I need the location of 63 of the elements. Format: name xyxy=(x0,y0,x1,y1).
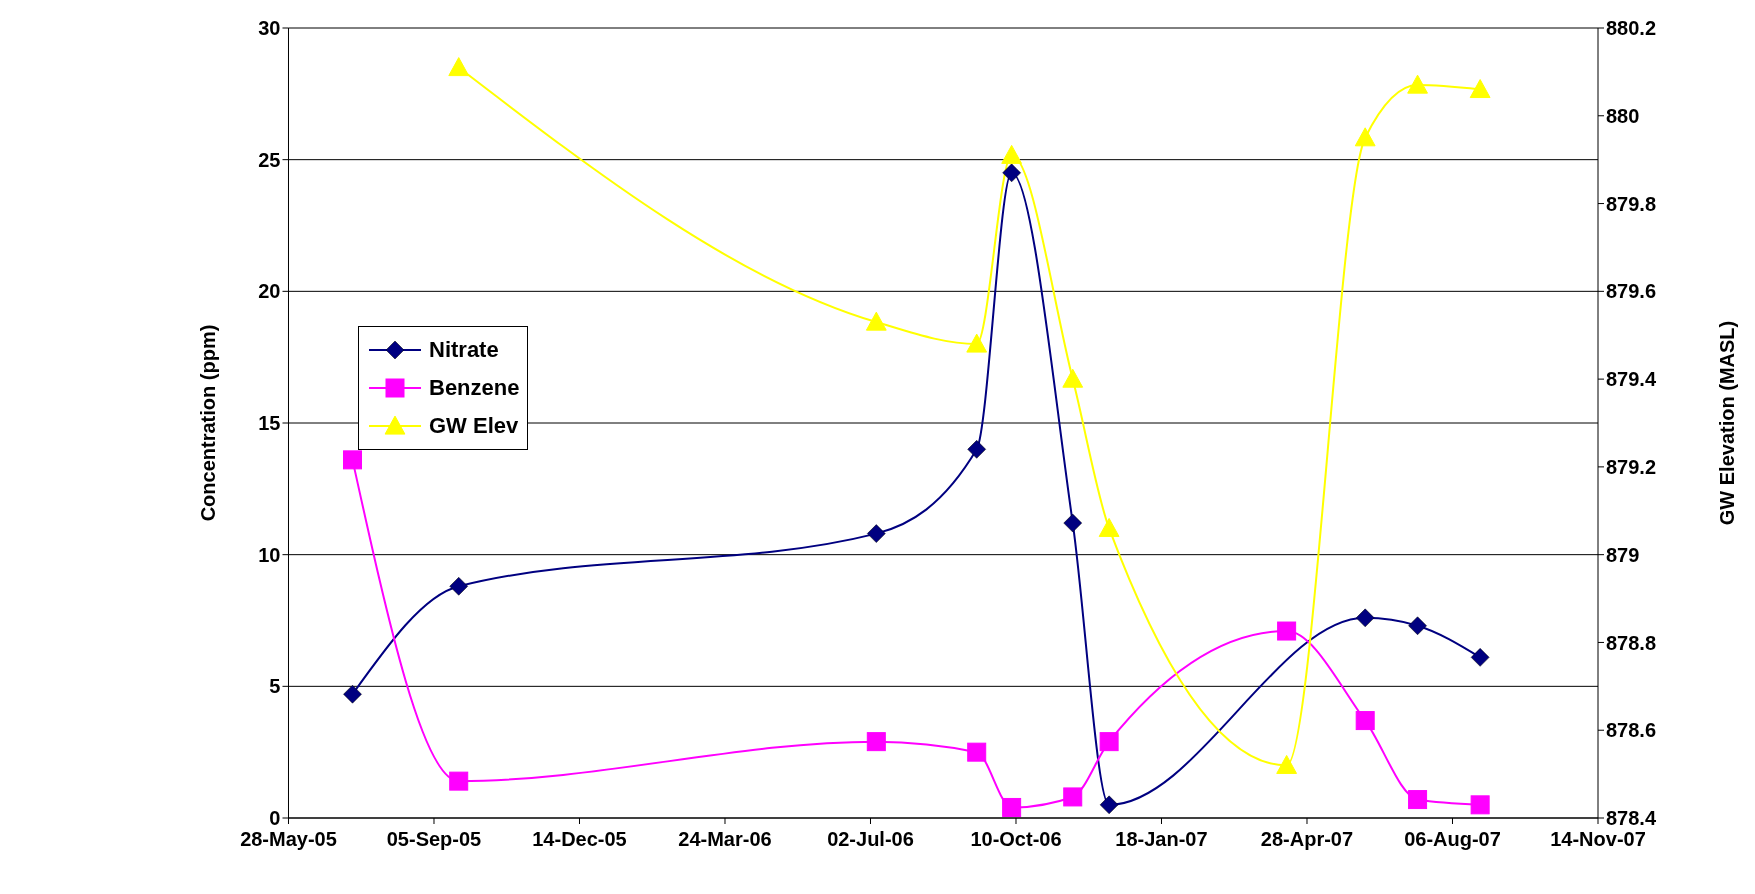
point xyxy=(967,440,986,459)
y2-tick-label: 879.8 xyxy=(1606,192,1657,215)
point xyxy=(1408,616,1427,636)
point xyxy=(1001,144,1023,164)
y-tick-label: 30 xyxy=(258,17,281,40)
point xyxy=(1277,621,1297,641)
point xyxy=(866,732,886,752)
point xyxy=(448,57,470,77)
point xyxy=(1355,608,1375,628)
point xyxy=(1099,795,1119,815)
y-axis-title: Concentration (ppm) xyxy=(196,324,219,522)
y2-tick-label: 878.4 xyxy=(1606,807,1657,830)
point xyxy=(1002,797,1022,817)
x-tick-label: 14-Dec-05 xyxy=(532,828,627,851)
point xyxy=(1063,787,1083,807)
y2-tick-label: 880.2 xyxy=(1606,17,1657,40)
y2-tick-label: 879 xyxy=(1606,543,1640,566)
point xyxy=(1099,732,1119,752)
point xyxy=(1098,517,1120,537)
point xyxy=(1062,368,1084,388)
point xyxy=(449,771,469,791)
y-tick-label: 15 xyxy=(258,412,281,435)
x-tick-label: 28-May-05 xyxy=(240,828,337,851)
point xyxy=(1470,795,1490,815)
x-tick-label: 24-Mar-06 xyxy=(678,828,772,851)
y2-axis-title: GW Elevation (MASL) xyxy=(1716,320,1739,526)
y-tick-label: 5 xyxy=(269,675,281,698)
point xyxy=(867,524,886,543)
point xyxy=(1355,711,1375,731)
y-tick-label: 25 xyxy=(258,148,281,171)
y-tick-label: 20 xyxy=(258,280,281,303)
y2-tick-label: 879.6 xyxy=(1606,280,1657,303)
y-tick-label: 10 xyxy=(258,543,281,566)
point xyxy=(1407,74,1428,94)
point xyxy=(343,684,362,704)
legend-label: Benzene xyxy=(429,375,520,401)
point xyxy=(449,577,468,596)
y2-tick-label: 879.4 xyxy=(1606,368,1657,391)
point xyxy=(343,450,363,470)
point xyxy=(865,311,887,331)
x-tick-label: 05-Sep-05 xyxy=(386,828,482,851)
y2-tick-label: 880 xyxy=(1606,104,1640,127)
x-tick-label: 10-Oct-06 xyxy=(970,828,1062,851)
point xyxy=(1354,127,1376,147)
point xyxy=(966,333,988,353)
point xyxy=(967,742,987,762)
y-tick-label: 0 xyxy=(269,807,281,830)
point xyxy=(1002,163,1021,183)
x-tick-label: 28-Apr-07 xyxy=(1260,828,1354,851)
y2-tick-label: 879.2 xyxy=(1606,455,1657,478)
point xyxy=(1469,79,1491,99)
legend-label: Nitrate xyxy=(429,337,499,363)
point xyxy=(1470,648,1490,667)
y2-tick-label: 878.6 xyxy=(1606,719,1657,742)
point xyxy=(1408,790,1428,810)
x-tick-label: 06-Aug-07 xyxy=(1404,828,1501,851)
x-tick-label: 14-Nov-07 xyxy=(1550,828,1646,851)
x-tick-label: 18-Jan-07 xyxy=(1115,828,1208,851)
y2-tick-label: 878.8 xyxy=(1606,631,1657,654)
point xyxy=(1063,513,1082,533)
x-tick-label: 02-Jul-06 xyxy=(827,828,914,851)
point xyxy=(1276,754,1298,774)
legend-label: GW Elev xyxy=(429,413,519,439)
